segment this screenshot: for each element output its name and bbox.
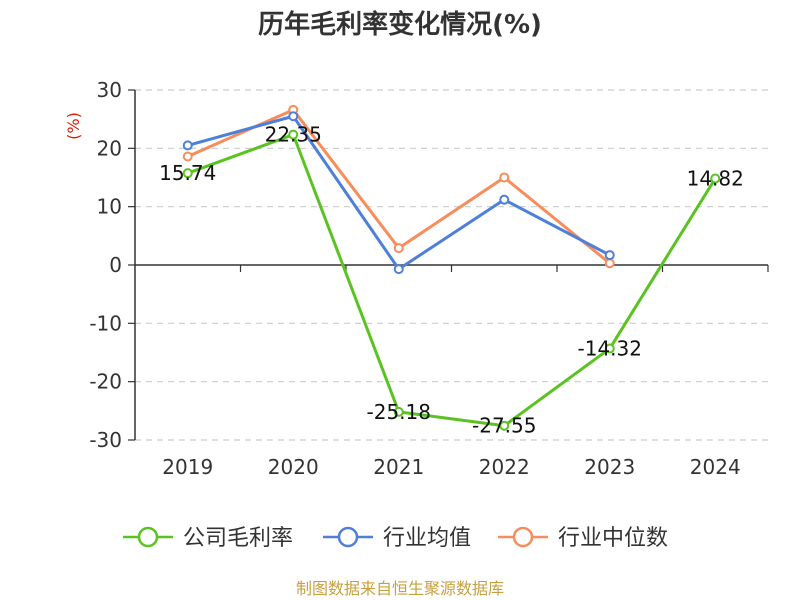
x-tick-label: 2023 [584, 455, 635, 479]
legend-marker-icon [137, 526, 159, 548]
data-point[interactable] [499, 172, 510, 183]
y-tick-label: 0 [109, 253, 122, 277]
data-labels: 15.74 22.35 -25.18 -27.55 -14.32 14.82 [159, 123, 744, 438]
y-axis-unit-label: (%) [64, 112, 83, 140]
data-point[interactable] [710, 173, 721, 184]
x-tick-label: 2024 [690, 455, 741, 479]
legend-item-2[interactable]: 行业均值 [323, 526, 471, 551]
data-point[interactable] [499, 194, 510, 205]
legend[interactable]: 公司毛利率 行业均值 行业中位数 [123, 526, 668, 551]
legend-label: 行业均值 [383, 526, 471, 551]
series-lines [182, 104, 721, 431]
x-tick-labels: 2019 2020 2021 2022 2023 2024 [162, 455, 740, 479]
data-point[interactable] [393, 243, 404, 254]
y-tick-labels: 30 20 10 0 -10 -20 -30 [89, 78, 122, 452]
y-tick-label: 30 [97, 78, 122, 102]
legend-label: 公司毛利率 [183, 526, 293, 551]
chart-title: 历年毛利率变化情况(%) [258, 9, 542, 40]
legend-item-3[interactable]: 行业中位数 [498, 526, 668, 551]
y-tick-label: -30 [89, 428, 122, 452]
legend-marker-icon [337, 526, 359, 548]
data-label: 22.35 [265, 123, 322, 147]
y-tick-label: 10 [97, 195, 122, 219]
series-line-3 [187, 108, 611, 265]
data-label: -27.55 [472, 414, 536, 438]
y-tick-label: -10 [89, 311, 122, 335]
y-tick-label: -20 [89, 370, 122, 394]
data-point[interactable] [393, 406, 404, 417]
source-note: 制图数据来自恒生聚源数据库 [296, 579, 504, 598]
y-tick-label: 20 [97, 136, 122, 160]
x-tick-label: 2019 [162, 455, 213, 479]
data-point[interactable] [499, 420, 510, 431]
x-tick-label: 2021 [373, 455, 424, 479]
data-point[interactable] [604, 258, 615, 269]
data-point[interactable] [288, 129, 299, 140]
x-tick-label: 2020 [268, 455, 319, 479]
data-label: -14.32 [578, 337, 642, 361]
data-point[interactable] [604, 250, 615, 261]
series-line-1 [187, 133, 717, 428]
data-point[interactable] [393, 264, 404, 275]
data-point[interactable] [604, 343, 615, 354]
legend-marker-icon [512, 526, 534, 548]
data-point[interactable] [182, 140, 193, 151]
data-label: 14.82 [687, 167, 744, 191]
data-point[interactable] [182, 168, 193, 179]
data-point[interactable] [182, 151, 193, 162]
data-label: 15.74 [159, 161, 216, 185]
legend-label: 行业中位数 [558, 526, 668, 551]
axes [128, 89, 769, 441]
legend-item-1[interactable]: 公司毛利率 [123, 526, 293, 551]
x-tick-label: 2022 [479, 455, 530, 479]
data-point[interactable] [288, 111, 299, 122]
data-label: -25.18 [367, 400, 431, 424]
